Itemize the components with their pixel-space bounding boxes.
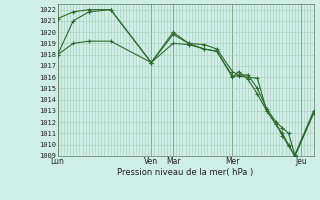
X-axis label: Pression niveau de la mer( hPa ): Pression niveau de la mer( hPa ): [117, 168, 254, 177]
